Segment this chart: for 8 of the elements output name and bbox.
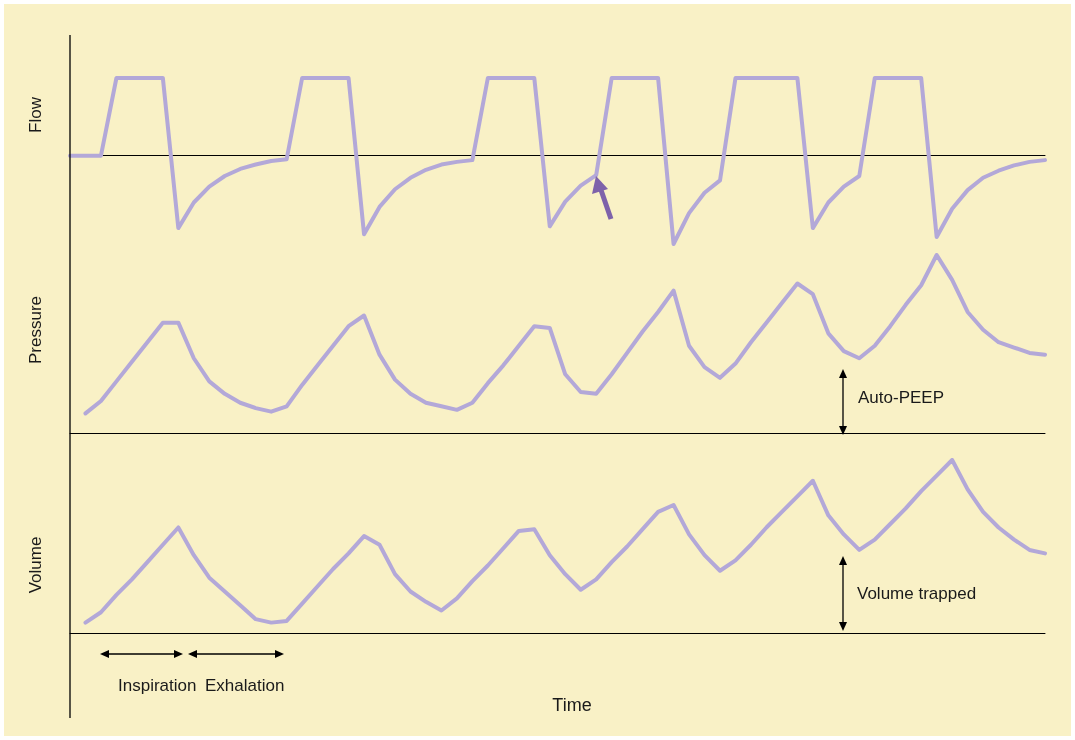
y-axis-title: Pressure (25, 295, 45, 365)
annotation: Auto-PEEP (858, 387, 944, 407)
text: Exhalation (205, 675, 285, 695)
text: Inspiration (118, 675, 197, 695)
y-axis-title: Volume (25, 536, 45, 594)
x-axis-title: Time (552, 695, 592, 715)
y-axis-title: Flow (25, 96, 45, 133)
annotation: Volume trapped (857, 583, 977, 603)
